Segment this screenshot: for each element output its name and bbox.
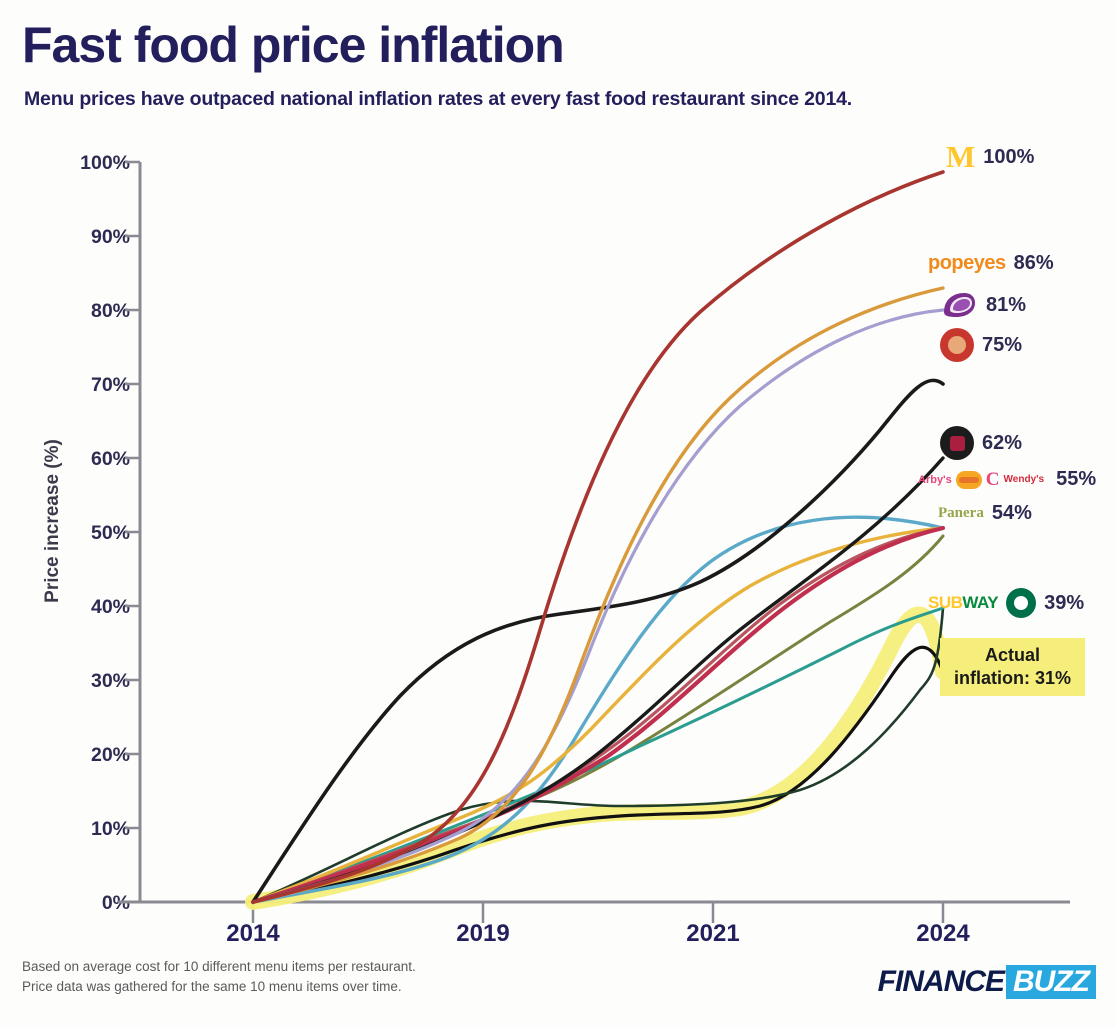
y-tick-20: 20% [90, 744, 130, 766]
inflation-label-line1: Actual [985, 645, 1041, 665]
x-tick-2019: 2019 [456, 920, 510, 947]
y-tick-0: 0% [101, 892, 130, 914]
legend-value-popeyes: 86% [1013, 252, 1054, 274]
series-mcdonalds [251, 170, 945, 904]
actual-inflation-callout: Actual inflation: 31% [940, 638, 1086, 696]
legend-item-mcdonalds[interactable]: M 100% [946, 139, 1035, 174]
starbucks-logo-icon [1006, 588, 1037, 618]
y-tick-80: 80% [90, 300, 130, 322]
series-arbys [251, 526, 945, 904]
series-popeyes [251, 286, 945, 904]
series-chickfila [250, 525, 946, 905]
y-tick-100: 100% [80, 152, 130, 174]
y-tick-60: 60% [90, 448, 130, 470]
footnote-line-2: Price data was gathered for the same 10 … [22, 978, 402, 994]
series-chipotle [251, 456, 945, 904]
chart-plot [118, 160, 1070, 923]
inflation-label-line2: inflation: 31% [954, 667, 1072, 688]
page-title: Fast food price inflation [22, 17, 565, 73]
legend-value-panera: 54% [991, 502, 1032, 524]
series-subway [251, 606, 945, 904]
series-inflation [251, 645, 945, 904]
legend-value-jackinthebox: 75% [982, 333, 1023, 356]
chickfila-logo-icon: C [985, 468, 1000, 490]
series-lines [245, 170, 951, 910]
y-tick-90: 90% [90, 226, 130, 248]
x-tick-2021: 2021 [686, 920, 740, 947]
legend-item-popeyes[interactable]: popeyes 86% [928, 252, 1054, 275]
legend-value-mcdonalds: 100% [983, 145, 1035, 168]
brand-buzz-text: BUZZ [1006, 965, 1096, 999]
brand-logo: FINANCE BUZZ [878, 965, 1096, 999]
x-tick-2024: 2024 [916, 920, 970, 947]
y-tick-marks [125, 160, 140, 904]
y-tick-10: 10% [90, 818, 130, 840]
burgerking-logo-icon [955, 470, 982, 489]
page-subtitle: Menu prices have outpaced national infla… [24, 88, 852, 110]
subway-logo-icon: SUBWAY [928, 593, 999, 612]
mcdonalds-logo-icon: M [946, 139, 976, 174]
series-wendys [251, 526, 945, 904]
legend-item-panera[interactable]: Panera 54% [938, 502, 1032, 525]
legend-item-subway-starbucks[interactable]: SUBWAY 39% [928, 588, 1084, 618]
tacobell-logo-icon [940, 290, 978, 320]
legend-value-subway-starbucks: 39% [1044, 591, 1085, 614]
legend-item-chipotle[interactable]: 62% [940, 426, 1022, 460]
panera-logo-icon: Panera [938, 505, 984, 521]
footnote: Based on average cost for 10 different m… [22, 957, 416, 996]
y-tick-40: 40% [90, 596, 130, 618]
series-burgerking [251, 515, 945, 904]
y-tick-30: 30% [90, 670, 130, 692]
chipotle-logo-icon [940, 426, 974, 460]
x-tick-marks [251, 902, 945, 923]
series-starbucks [251, 606, 945, 904]
legend-value-tacobell: 81% [986, 293, 1027, 316]
x-tick-2014: 2014 [226, 920, 280, 947]
series-jackinthebox [251, 378, 945, 904]
series-tacobell [251, 308, 945, 904]
wendys-logo-icon: Wendy's [1003, 474, 1045, 485]
footnote-line-1: Based on average cost for 10 different m… [22, 959, 416, 974]
brand-finance-text: FINANCE [877, 965, 1005, 998]
legend-value-chipotle: 62% [982, 431, 1023, 454]
y-tick-70: 70% [90, 374, 130, 396]
popeyes-logo-icon: popeyes [928, 252, 1006, 274]
y-tick-50: 50% [90, 522, 130, 544]
chart-container: Price increase (%) 100% 90% 80% 70% 60% … [0, 130, 1116, 947]
legend-item-jackinthebox[interactable]: 75% [940, 328, 1022, 362]
series-panera [251, 534, 945, 904]
jackinthebox-logo-icon [940, 328, 974, 362]
legend-value-cluster55: 55% [1056, 468, 1097, 490]
legend-item-cluster55[interactable]: Arby's C Wendy's 55% [918, 468, 1096, 491]
arbys-logo-icon: Arby's [918, 473, 952, 486]
legend-item-tacobell[interactable]: 81% [940, 290, 1026, 320]
